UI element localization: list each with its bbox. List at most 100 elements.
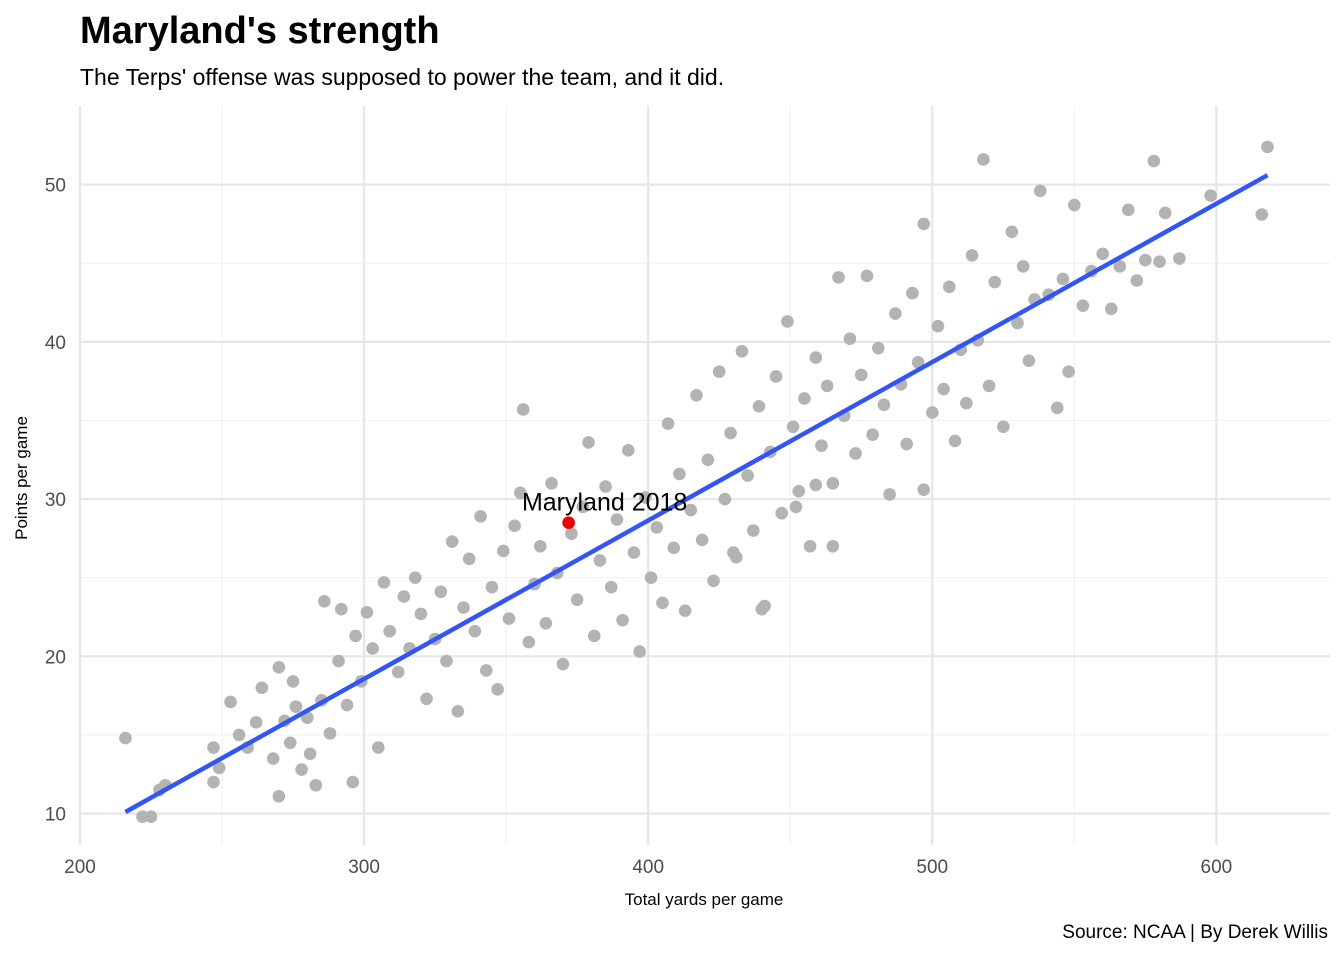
data-point — [753, 400, 766, 413]
x-tick-label: 600 — [1201, 857, 1233, 878]
data-point — [1105, 303, 1118, 316]
data-point — [392, 666, 405, 679]
data-point — [398, 590, 411, 603]
data-point — [1057, 273, 1070, 286]
data-point — [588, 630, 601, 643]
data-point — [290, 700, 303, 713]
data-point — [224, 696, 237, 709]
data-point — [508, 520, 521, 533]
data-point — [832, 271, 845, 284]
data-point — [295, 763, 308, 776]
y-axis-title: Points per game — [12, 416, 31, 540]
data-point — [565, 527, 578, 540]
x-tick-label: 500 — [916, 857, 948, 878]
data-point — [815, 439, 828, 452]
data-point — [1256, 208, 1269, 221]
data-point — [207, 776, 220, 789]
data-point — [866, 428, 879, 441]
data-point — [503, 612, 516, 625]
data-point — [917, 483, 930, 496]
data-point — [273, 661, 286, 674]
data-point — [1159, 207, 1172, 220]
data-point — [932, 320, 945, 333]
data-point — [724, 427, 737, 440]
x-tick-label: 300 — [348, 857, 380, 878]
data-point — [622, 444, 635, 457]
data-point — [349, 630, 362, 643]
highlight-layer — [562, 516, 575, 529]
data-point — [332, 655, 345, 668]
data-point — [119, 732, 132, 745]
data-point — [809, 479, 822, 492]
data-point — [324, 727, 337, 740]
data-point — [861, 270, 874, 283]
data-point — [273, 790, 286, 803]
data-point — [926, 406, 939, 419]
data-point — [977, 153, 990, 166]
data-point — [474, 510, 487, 523]
data-point — [827, 477, 840, 490]
data-point — [937, 383, 950, 396]
data-point — [775, 507, 788, 520]
data-point — [145, 810, 158, 823]
data-point — [341, 699, 354, 712]
data-point — [1153, 255, 1166, 268]
data-point — [943, 281, 956, 294]
data-point — [679, 604, 692, 617]
data-point — [727, 546, 740, 559]
data-point — [787, 420, 800, 433]
data-point — [790, 501, 803, 514]
data-point — [983, 380, 996, 393]
data-point — [469, 625, 482, 638]
y-tick-label: 10 — [45, 805, 66, 826]
data-point — [256, 681, 269, 694]
data-point — [662, 417, 675, 430]
data-point — [250, 716, 263, 729]
data-point — [557, 658, 570, 671]
data-point — [844, 332, 857, 345]
data-point — [486, 581, 499, 594]
data-point — [1148, 155, 1161, 168]
data-point — [1062, 365, 1075, 378]
data-point — [1131, 274, 1144, 287]
data-point — [707, 575, 720, 588]
annotation-label: Maryland 2018 — [522, 489, 687, 517]
data-point — [736, 345, 749, 358]
data-point — [491, 683, 504, 696]
data-point — [855, 369, 868, 382]
data-point — [372, 741, 385, 754]
data-point — [1173, 252, 1186, 265]
data-point — [949, 435, 962, 448]
data-point — [523, 636, 536, 649]
data-point — [827, 540, 840, 553]
data-point — [804, 540, 817, 553]
trendline-layer — [125, 175, 1267, 812]
data-point — [906, 287, 919, 300]
data-point — [889, 307, 902, 320]
y-tick-label: 30 — [45, 490, 66, 511]
x-tick-label: 200 — [64, 857, 96, 878]
data-point — [318, 595, 331, 608]
data-point — [713, 365, 726, 378]
data-point — [434, 586, 447, 599]
data-point — [571, 593, 584, 606]
data-point — [605, 581, 618, 594]
y-axis-ticks: 10 20 30 40 50 — [45, 176, 66, 826]
data-point — [1023, 354, 1036, 367]
data-point — [452, 705, 465, 718]
data-point — [415, 608, 428, 621]
data-point — [420, 692, 433, 705]
data-point — [440, 655, 453, 668]
data-point — [304, 748, 317, 761]
data-point — [517, 403, 530, 416]
data-point — [809, 351, 822, 364]
y-tick-label: 40 — [45, 333, 66, 354]
data-point — [741, 469, 754, 482]
data-point — [309, 779, 322, 792]
y-tick-label: 20 — [45, 647, 66, 668]
x-tick-label: 400 — [632, 857, 664, 878]
data-point — [747, 524, 760, 537]
data-point — [1077, 299, 1090, 312]
data-point — [366, 642, 379, 655]
